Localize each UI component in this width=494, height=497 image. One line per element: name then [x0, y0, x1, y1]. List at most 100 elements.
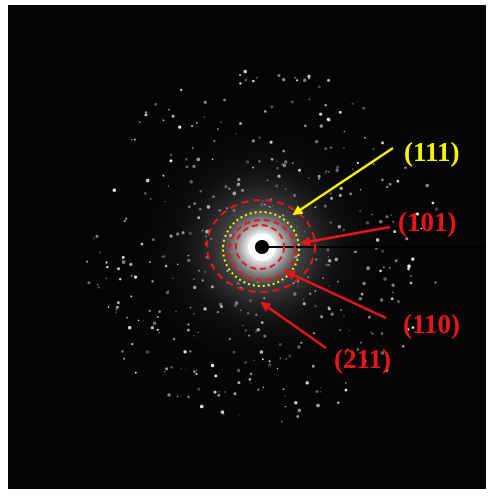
spot — [116, 306, 119, 309]
spot — [285, 406, 287, 408]
spot — [224, 391, 226, 393]
spot — [362, 107, 365, 110]
spot — [318, 86, 321, 89]
spot — [134, 139, 136, 141]
spot — [381, 332, 384, 335]
spot — [163, 119, 165, 121]
spot — [294, 401, 297, 404]
label-211: (211) — [334, 344, 391, 374]
spot — [146, 350, 150, 354]
spot — [351, 103, 353, 105]
label-110: (110) — [403, 309, 460, 339]
spot — [123, 358, 125, 360]
spot — [153, 322, 156, 325]
spot — [87, 281, 90, 284]
spot — [319, 113, 322, 116]
spot — [432, 202, 435, 205]
spot — [113, 189, 116, 192]
spot — [405, 237, 408, 240]
spot — [238, 414, 239, 415]
spot — [392, 221, 394, 223]
spot — [250, 382, 252, 384]
spot — [364, 137, 366, 139]
spot — [294, 77, 295, 78]
spot — [372, 333, 374, 335]
spot — [320, 391, 321, 392]
spot — [386, 186, 388, 188]
spot — [117, 267, 120, 270]
spot — [237, 381, 240, 384]
spot — [306, 381, 309, 384]
spot — [122, 256, 125, 259]
spot — [344, 131, 345, 132]
spot — [393, 230, 396, 233]
spot — [145, 114, 148, 117]
spot — [218, 391, 220, 393]
spot — [157, 329, 159, 331]
spot — [93, 237, 95, 239]
spot — [119, 278, 121, 280]
spot — [117, 301, 120, 304]
spot — [321, 387, 322, 388]
spot — [168, 109, 170, 111]
spot — [308, 77, 310, 79]
spot — [180, 89, 182, 91]
spot — [257, 389, 259, 391]
spot — [115, 309, 117, 311]
spot — [106, 278, 107, 279]
spot — [178, 126, 181, 129]
spot — [193, 370, 196, 373]
spot — [131, 139, 132, 140]
spot — [126, 317, 127, 318]
spot — [410, 275, 412, 277]
spot — [146, 179, 150, 183]
spot — [185, 369, 186, 370]
spot — [325, 104, 327, 106]
spot — [195, 373, 197, 375]
spot — [407, 268, 410, 271]
spot — [204, 101, 207, 104]
spot — [303, 79, 306, 82]
spot — [99, 252, 101, 254]
spot — [214, 391, 217, 394]
spot — [164, 371, 165, 372]
spot — [309, 99, 311, 101]
spot — [177, 396, 178, 397]
spot — [200, 405, 204, 409]
label-111: (111) — [404, 137, 460, 167]
spot — [130, 295, 132, 297]
spot — [135, 372, 137, 374]
spot — [196, 370, 197, 371]
spot — [106, 266, 108, 268]
spot — [337, 402, 339, 404]
spot — [115, 311, 117, 313]
spot — [392, 292, 394, 294]
page: (111) (101) (110) (211) (() => { const d… — [0, 0, 494, 497]
spot — [158, 332, 160, 334]
spot — [316, 390, 319, 393]
spot — [252, 80, 255, 83]
spot — [296, 79, 298, 81]
spot — [283, 388, 285, 390]
spot — [139, 121, 140, 122]
spot — [151, 326, 154, 329]
spot — [239, 74, 241, 76]
spot — [392, 284, 395, 287]
spot — [291, 100, 294, 103]
spot — [97, 284, 98, 285]
spot — [284, 396, 286, 398]
spot — [249, 378, 252, 381]
spot — [402, 345, 404, 347]
diffraction-figure: (111) (101) (110) (211) — [0, 0, 494, 497]
spot — [204, 116, 206, 118]
spot — [234, 392, 237, 395]
spot — [220, 122, 221, 123]
spot — [125, 218, 127, 220]
spot — [245, 79, 247, 81]
spot — [98, 286, 101, 289]
spot — [381, 179, 384, 182]
spot — [270, 105, 273, 108]
spot — [381, 141, 384, 144]
spot — [170, 366, 173, 369]
spot — [138, 320, 140, 322]
